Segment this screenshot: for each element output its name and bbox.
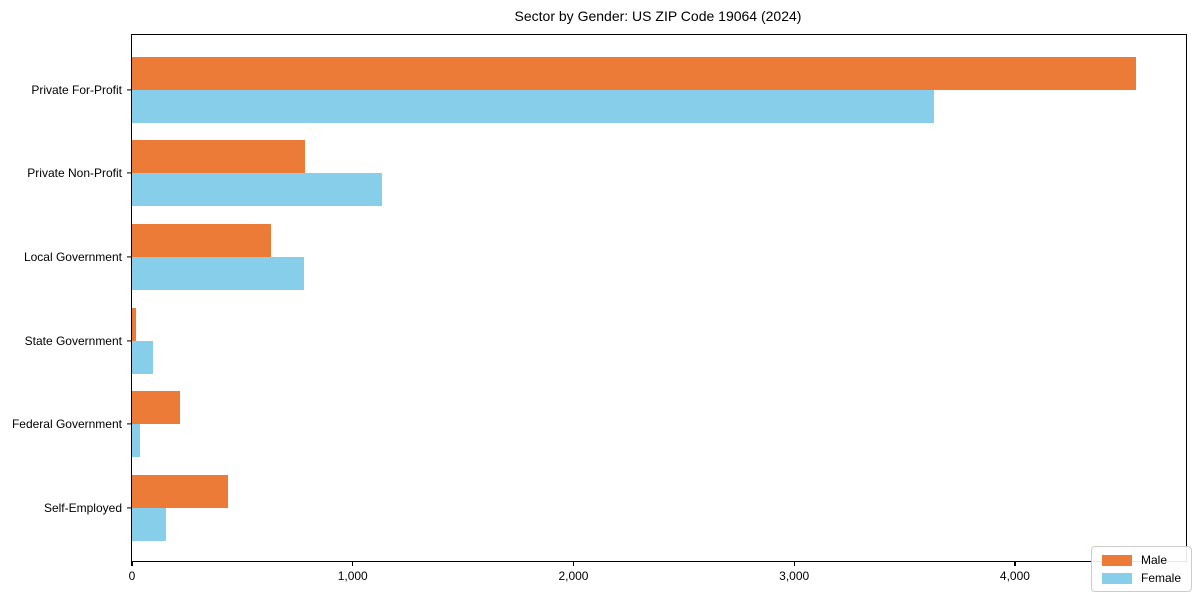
bar-male-local-government — [132, 223, 272, 257]
y-tick-state-government — [127, 340, 132, 342]
y-tick-label-self-employed: Self-Employed — [43, 501, 122, 515]
bar-female-federal-government — [132, 424, 141, 458]
y-tick-private-for-profit — [127, 88, 132, 91]
x-tick-1000 — [352, 561, 354, 566]
legend-item-male: Male — [1101, 553, 1181, 567]
x-tick-label-4000: 4,000 — [999, 569, 1030, 583]
legend-swatch-female — [1101, 572, 1132, 584]
legend-label-female: Female — [1140, 571, 1181, 585]
bar-female-local-government — [132, 256, 304, 290]
x-tick-4000 — [1014, 561, 1016, 566]
x-tick-3000 — [793, 561, 795, 566]
y-tick-label-private-non-profit: Private Non-Profit — [27, 166, 122, 181]
bar-female-private-non-profit — [132, 173, 382, 207]
y-tick-label-private-for-profit: Private For-Profit — [31, 82, 122, 97]
y-tick-label-federal-government: Federal Government — [11, 417, 122, 432]
bar-male-private-non-profit — [132, 140, 306, 174]
y-tick-local-government — [127, 256, 132, 258]
legend-swatch-male — [1101, 554, 1132, 566]
x-tick-2000 — [572, 561, 575, 566]
x-tick-label-3000: 3,000 — [779, 569, 810, 583]
y-tick-label-local-government: Local Government — [23, 249, 122, 264]
bar-male-federal-government — [132, 391, 180, 425]
bar-male-self-employed — [132, 475, 228, 508]
x-tick-label-0: 0 — [128, 569, 136, 583]
x-tick-label-2000: 2,000 — [558, 569, 589, 583]
y-tick-self-employed — [127, 507, 132, 509]
bar-female-private-for-profit — [132, 89, 934, 123]
x-tick-0 — [131, 561, 133, 566]
y-tick-federal-government — [127, 423, 132, 425]
legend-label-male: Male — [1140, 553, 1167, 567]
bar-female-self-employed — [132, 508, 167, 541]
y-tick-label-state-government: State Government — [24, 333, 122, 348]
legend-item-female: Female — [1101, 571, 1181, 585]
chart-title: Sector by Gender: US ZIP Code 19064 (202… — [514, 8, 802, 24]
bar-female-state-government — [132, 340, 154, 374]
legend: Male Female — [1090, 546, 1192, 592]
plot-area: Private For-Profit Private Non-Profit Loca… — [12, 34, 1187, 583]
bar-male-state-government — [132, 307, 137, 341]
bar-male-private-for-profit — [132, 56, 1136, 90]
x-tick-label-1000: 1,000 — [337, 569, 368, 583]
y-tick-private-non-profit — [127, 172, 132, 174]
